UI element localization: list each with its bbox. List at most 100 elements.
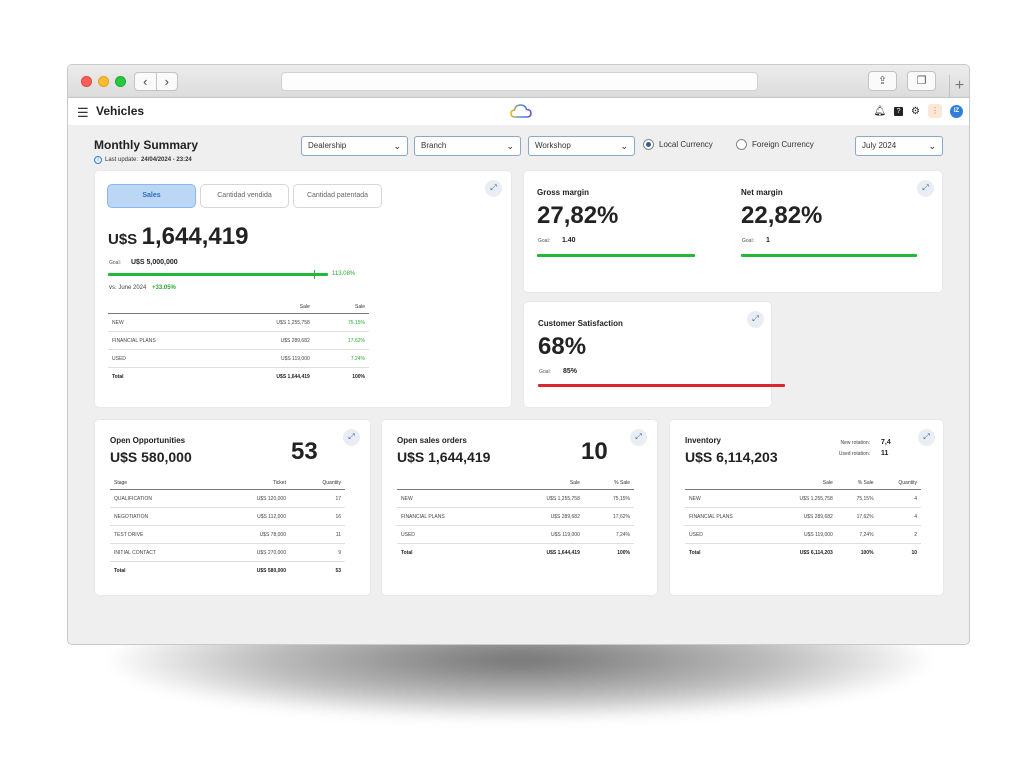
help-icon[interactable]: ? (894, 106, 904, 116)
row-qty: 17 (289, 489, 345, 508)
net-margin-label: Net margin (741, 188, 783, 197)
comparison-label: vs. June 2024 (109, 285, 147, 291)
net-margin-bar (741, 254, 917, 257)
table-row: NEW U$S 1,255,758 75,15% 4 (685, 489, 921, 508)
share-icon[interactable]: ⇪ (868, 71, 897, 91)
sales-goal-value: U$S 5,000,000 (130, 259, 178, 266)
row-pct: 7,24% (583, 525, 634, 544)
row-name: NEW (685, 489, 770, 508)
expand-icon[interactable]: ⤢ (485, 180, 502, 197)
table-row: NEW U$S 1,255,758 75.15% (108, 313, 369, 332)
row-name: NEGOTIATION (110, 507, 214, 526)
margins-card: ⤢ Gross margin 27,82% Goal: 1.40 Net marg… (524, 171, 942, 292)
total-qty: 53 (335, 567, 341, 574)
settings-gear-icon[interactable]: ⚙ (911, 105, 920, 117)
row-name: QUALIFICATION (110, 489, 214, 508)
row-pct: 7.24% (313, 349, 369, 368)
foreign-currency-radio[interactable]: Foreign Currency (736, 139, 814, 150)
apps-grid-icon[interactable]: ⋮ (928, 104, 942, 118)
open-opportunities-amount: U$S 580,000 (110, 449, 192, 465)
dealership-select[interactable]: Dealership ⌄ (301, 136, 408, 156)
app-header: ☰ Vehicles 🔔︎ ? ⚙ ⋮ IZ (68, 98, 969, 125)
browser-chrome: ‹ › ⇪ ❐ + (68, 65, 969, 98)
column-header: Sale (222, 301, 314, 314)
sales-goal-label: Goal: (109, 260, 121, 266)
tab-cantidad-vendida[interactable]: Cantidad vendida (200, 184, 289, 208)
row-qty: 2 (877, 525, 921, 544)
table-row: USED U$S 119,000 7.24% (108, 349, 369, 368)
row-ticket: U$S 120,000 (213, 489, 290, 508)
close-window-button[interactable] (81, 76, 92, 87)
row-sale: U$S 289,682 (500, 507, 584, 526)
user-avatar[interactable]: IZ (950, 104, 963, 118)
menu-icon[interactable]: ☰ (77, 105, 89, 120)
expand-icon[interactable]: ⤢ (918, 429, 935, 446)
tab-sales[interactable]: Sales (107, 184, 196, 208)
row-sale: U$S 289,682 (222, 331, 314, 350)
goal-label: Goal: (742, 238, 754, 244)
period-select[interactable]: July 2024 ⌄ (855, 136, 943, 156)
gross-margin-label: Gross margin (537, 188, 590, 197)
chevron-down-icon: ⌄ (620, 141, 628, 151)
goal-label: Goal: (538, 238, 550, 244)
table-total-row: Total U$S 6,114,203 100% 10 (685, 544, 921, 562)
table-row: QUALIFICATION U$S 120,000 17 (110, 489, 345, 508)
table-row: INITIAL CONTACT U$S 270,000 9 (110, 543, 345, 562)
tabs-overview-icon[interactable]: ❐ (907, 71, 936, 91)
expand-icon[interactable]: ⤢ (343, 429, 360, 446)
expand-icon[interactable]: ⤢ (630, 429, 647, 446)
local-currency-radio[interactable]: Local Currency (643, 139, 713, 150)
last-update: i Last update: 24/04/2024 - 23:24 (94, 156, 192, 164)
expand-icon[interactable]: ⤢ (917, 180, 934, 197)
expand-icon[interactable]: ⤢ (747, 311, 764, 328)
inventory-card: ⤢ Inventory U$S 6,114,203 New rotation: … (670, 420, 943, 595)
dashboard-content: Monthly Summary i Last update: 24/04/202… (68, 125, 969, 644)
back-arrow-icon[interactable]: ‹ (135, 73, 157, 90)
row-sale: U$S 289,682 (769, 507, 837, 526)
total-ticket: U$S 580,000 (256, 567, 286, 574)
row-name: FINANCIAL PLANS (685, 507, 770, 526)
open-sales-orders-count: 10 (581, 438, 608, 465)
row-sale: U$S 1,255,758 (222, 313, 314, 332)
total-name: Total (401, 549, 413, 556)
goal-value: 1.40 (561, 237, 576, 244)
table-row: FINANCIAL PLANS U$S 289,682 17,62% 4 (685, 507, 921, 526)
minimize-window-button[interactable] (98, 76, 109, 87)
period-select-value: July 2024 (862, 141, 897, 150)
goal-value: 1 (765, 237, 770, 244)
total-name: Total (689, 549, 701, 556)
column-header: Stage (110, 477, 214, 490)
forward-arrow-icon[interactable]: › (164, 74, 169, 89)
open-opportunities-card: ⤢ Open Opportunities U$S 580,000 53 Stag… (95, 420, 370, 595)
info-icon: i (94, 156, 102, 164)
row-sale: U$S 1,255,758 (500, 489, 584, 508)
customer-satisfaction-value: 68% (538, 333, 587, 360)
app-title: Vehicles (96, 104, 145, 118)
workshop-select[interactable]: Workshop ⌄ (528, 136, 635, 156)
total-pct: 100% (860, 549, 874, 556)
table-row: TEST DRIVE U$S 78,000 11 (110, 525, 345, 544)
branch-select[interactable]: Branch ⌄ (414, 136, 521, 156)
table-row: USED U$S 119,000 7,24% (397, 525, 634, 544)
goal-marker (314, 270, 315, 279)
column-header (397, 477, 501, 490)
column-header: Quantity (877, 477, 921, 490)
address-bar[interactable] (281, 72, 758, 91)
used-rotation-value: 11 (881, 450, 889, 457)
row-name: NEW (108, 313, 223, 332)
sales-amount: U$S 1,644,419 (108, 223, 248, 251)
row-ticket: U$S 270,000 (213, 543, 290, 562)
open-opportunities-title: Open Opportunities (110, 436, 186, 445)
row-pct: 75,15% (583, 489, 634, 508)
tab-cantidad-patentada[interactable]: Cantidad patentada (293, 184, 382, 208)
total-name: Total (112, 373, 124, 380)
zoom-window-button[interactable] (115, 76, 126, 87)
new-tab-icon[interactable]: + (949, 75, 969, 98)
row-pct: 7,24% (836, 525, 878, 544)
sales-table: Sale Sale NEW U$S 1,255,758 75.15% FINAN… (108, 301, 369, 386)
table-row: NEGOTIATION U$S 112,000 16 (110, 507, 345, 526)
notifications-bell-icon[interactable]: 🔔︎ (873, 105, 887, 117)
new-rotation-label: New rotation: (840, 440, 870, 446)
branch-select-value: Branch (421, 141, 447, 150)
sales-comparison: vs. June 2024 +33.05% (109, 285, 176, 291)
